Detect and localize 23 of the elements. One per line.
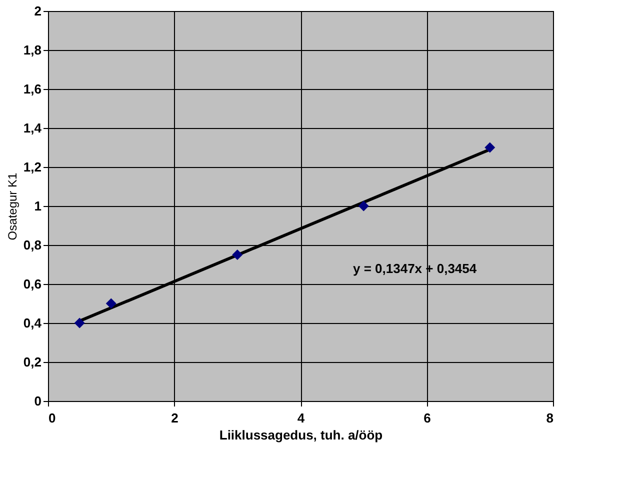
point	[106, 298, 116, 309]
y-tick-label: 1,8	[23, 42, 42, 58]
y-tick-label: 0,8	[23, 238, 42, 252]
y-tick-label: 0,4	[23, 316, 42, 330]
y-tick-label: 1,2	[23, 160, 42, 174]
point	[358, 200, 369, 212]
y-tick-label: 0	[34, 394, 42, 408]
y-tick-label: 1,4	[23, 120, 42, 136]
point	[232, 250, 243, 260]
x-tick-label: 4	[297, 410, 306, 426]
x-tick-label: 6	[424, 410, 431, 426]
y-tick-label: 0,6	[23, 276, 42, 292]
x-tick-label: 2	[171, 410, 178, 426]
y-axis-title: Osategur K1	[5, 172, 20, 240]
y-tick-label: 2	[34, 4, 42, 18]
y-tick-label: 1	[34, 198, 42, 214]
y-tick-label: 0,2	[23, 354, 42, 370]
point	[484, 142, 496, 153]
x-tick-label: 0	[48, 410, 56, 426]
point	[74, 318, 85, 328]
x-axis-title: Liiklussagedus, tuh. a/ööp	[219, 428, 383, 442]
y-tick-label: 1,6	[23, 82, 42, 96]
x-tick-label: 8	[546, 410, 554, 426]
